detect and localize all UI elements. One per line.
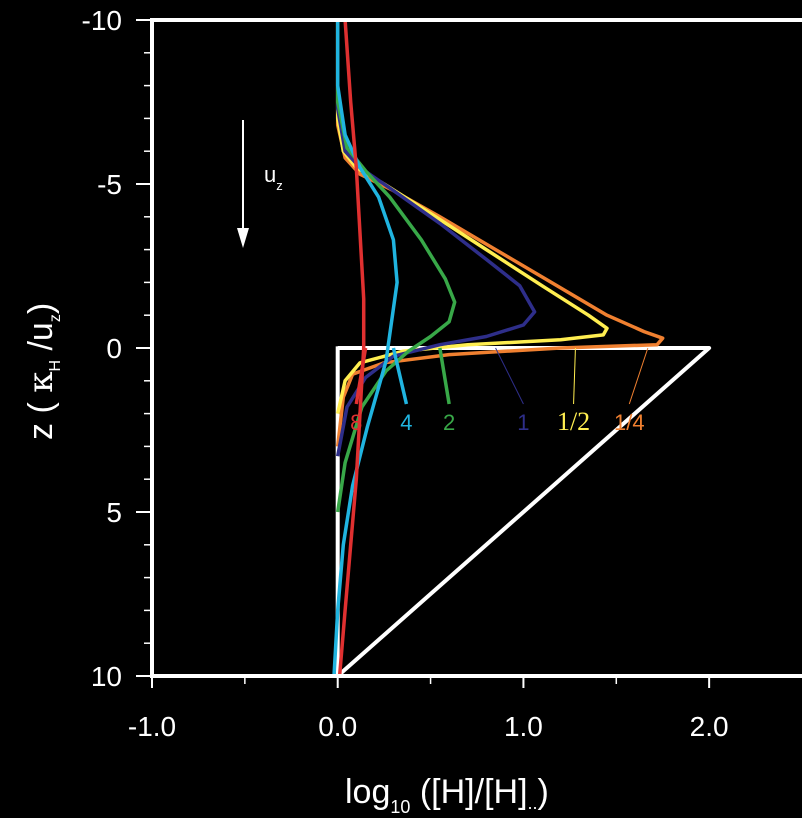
- series-label-1-4: 1/4: [614, 410, 645, 435]
- x-tick-label: 0.0: [318, 711, 357, 742]
- series-label-4: 4: [400, 410, 412, 435]
- series-lines: [332, 19, 712, 678]
- arrow-head-icon: [237, 228, 249, 248]
- y-tick-label: 5: [106, 497, 122, 528]
- y-axis-label: z ( κH /uz): [21, 303, 64, 440]
- flow-arrow-label: uz: [264, 162, 283, 193]
- series-line-8: [337, 19, 366, 677]
- series-labels: 1/4 1/2 1 2 4 8: [350, 347, 649, 436]
- series-line-4: [332, 20, 399, 677]
- leader-line-1-2: [573, 347, 576, 405]
- series-line-0: [335, 346, 712, 678]
- series-label-8: 8: [350, 410, 362, 435]
- leader-line-8: [354, 347, 368, 405]
- series-label-2: 2: [443, 410, 455, 435]
- series-label-1-2: 1/2: [557, 407, 590, 436]
- x-tick-label: 2.0: [690, 711, 729, 742]
- y-tick-label: 10: [91, 661, 122, 692]
- series-label-1: 1: [517, 410, 529, 435]
- y-tick-label: 0: [106, 333, 122, 364]
- flow-arrow: uz: [237, 120, 283, 248]
- axis-ticks: -1.0 0.0 1.0 2.0 -10 -5 0 5 10: [82, 5, 729, 742]
- series-line-1: [335, 20, 537, 457]
- y-tick-label: -5: [97, 169, 122, 200]
- series-line-1-4: [335, 20, 665, 447]
- x-axis-label: log10 ([H]/[H]..): [345, 773, 549, 817]
- leader-line-2: [438, 347, 451, 405]
- leader-line-1-4: [628, 347, 649, 405]
- x-tick-label: -1.0: [128, 711, 176, 742]
- leader-line-1: [495, 347, 524, 405]
- x-tick-label: 1.0: [504, 711, 543, 742]
- leader-line-4: [391, 347, 409, 405]
- y-tick-label: -10: [82, 5, 122, 36]
